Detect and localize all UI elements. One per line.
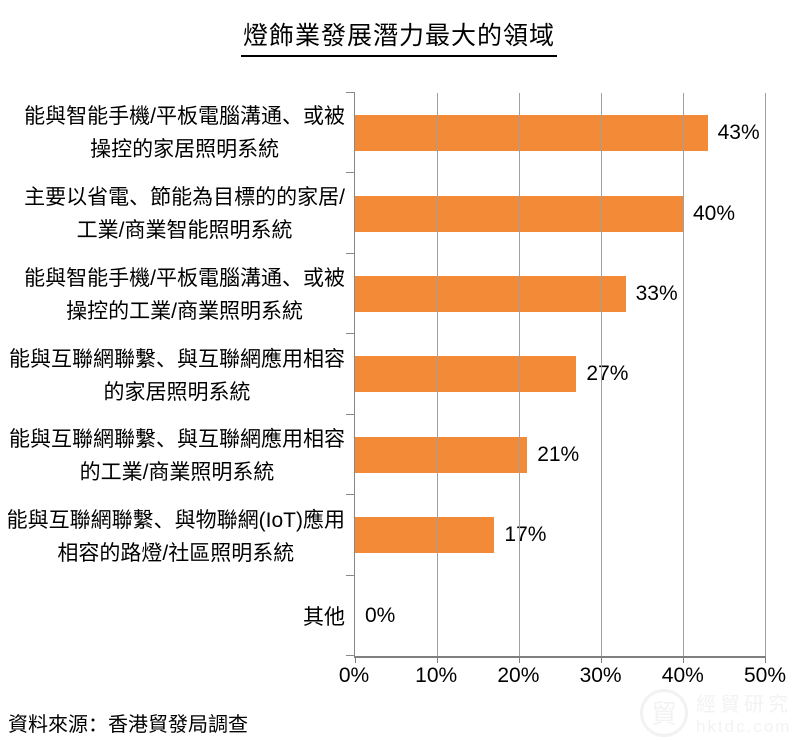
- y-axis-tick: [346, 494, 355, 496]
- x-axis-tick: [601, 656, 602, 663]
- bar: [355, 517, 495, 554]
- bar-row: 43%: [355, 93, 765, 173]
- category-label: 能與互聯網聯繫、與互聯網應用相容 的家居照明系統: [9, 347, 345, 404]
- x-tick-label: 20%: [497, 664, 540, 687]
- x-tick-label: 50%: [743, 664, 787, 687]
- bar-rows: 43% 40% 33% 27% 21%: [355, 93, 765, 656]
- y-axis-tick: [346, 574, 355, 576]
- bar-row: 0%: [355, 576, 765, 656]
- x-tick-label: 10%: [415, 664, 458, 687]
- bar-row: 21%: [355, 415, 765, 495]
- value-label: 17%: [504, 523, 547, 547]
- value-label: 43%: [717, 121, 760, 145]
- category-axis: 能與智能手機/平板電腦溝通、或被 操控的家居照明系統 主要以省電、節能為目標的的…: [6, 93, 354, 658]
- category-label: 能與智能手機/平板電腦溝通、或被 操控的工業/商業照明系統: [24, 266, 345, 323]
- bar: [355, 276, 626, 313]
- x-axis: 0% 10% 20% 30% 40% 50%: [339, 664, 786, 696]
- x-tick-label: 30%: [579, 664, 622, 687]
- value-label: 40%: [693, 201, 736, 225]
- category-label: 能與互聯網聯繫、與互聯網應用相容 的工業/商業照明系統: [9, 428, 345, 485]
- y-axis-tick: [346, 655, 355, 656]
- value-label: 27%: [586, 362, 629, 386]
- plot-area: 43% 40% 33% 27% 21%: [346, 92, 766, 663]
- x-axis-tick: [437, 656, 438, 663]
- bar-row: 33%: [355, 254, 765, 334]
- bar: [355, 115, 708, 152]
- category-label: 主要以省電、節能為目標的的家居/ 工業/商業智能照明系統: [24, 186, 345, 243]
- value-label: 0%: [365, 603, 396, 627]
- gridline: [683, 93, 684, 656]
- x-axis-tick: [355, 656, 356, 663]
- bar: [355, 356, 577, 393]
- category-label: 能與智能手機/平板電腦溝通、或被 操控的家居照明系統: [24, 105, 345, 162]
- bar-row: 17%: [355, 495, 765, 575]
- bar: [355, 436, 528, 473]
- y-axis-tick: [346, 413, 355, 415]
- chart-title-text: 燈飾業發展潛力最大的領域: [240, 16, 557, 57]
- bar-row: 40%: [355, 173, 765, 253]
- gridline: [519, 93, 520, 656]
- x-axis-tick: [765, 656, 766, 663]
- category-label: 能與互聯網聯繫、與物聯網(IoT)應用 相容的路燈/社區照明系統: [6, 508, 345, 565]
- y-axis-tick: [346, 92, 355, 93]
- gridline: [601, 93, 602, 656]
- chart-title: 燈飾業發展潛力最大的領域: [0, 0, 798, 57]
- value-label: 33%: [635, 282, 678, 306]
- y-axis-tick: [346, 333, 355, 335]
- gridline: [765, 93, 766, 656]
- x-axis-tick: [683, 656, 684, 663]
- bar-row: 27%: [355, 334, 765, 414]
- y-axis-tick: [346, 252, 355, 254]
- gridline: [437, 93, 438, 656]
- x-axis-tick: [519, 656, 520, 663]
- chart-body: 能與智能手機/平板電腦溝通、或被 操控的家居照明系統 主要以省電、節能為目標的的…: [6, 92, 766, 663]
- category-label: 其他: [303, 606, 345, 630]
- value-label: 21%: [537, 442, 580, 466]
- source-note: 資料來源：香港貿發局調查: [8, 714, 248, 736]
- y-axis-tick: [346, 172, 355, 174]
- x-tick-label: 0%: [338, 664, 370, 687]
- x-tick-label: 40%: [661, 664, 704, 687]
